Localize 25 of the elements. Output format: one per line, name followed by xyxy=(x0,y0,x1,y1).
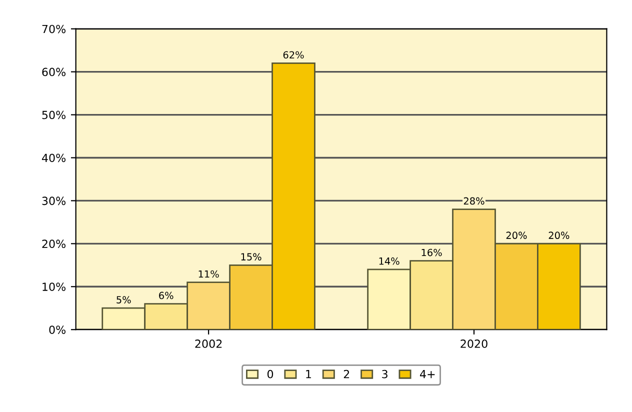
x-tick-label: 2020 xyxy=(460,340,488,348)
x-tick-label: 2002 xyxy=(195,340,222,348)
y-tick-label: 0% xyxy=(49,326,66,334)
data-label: 11% xyxy=(198,270,219,278)
legend-label: 4+ xyxy=(420,370,435,378)
y-tick-label: 40% xyxy=(42,154,66,162)
legend-label: 3 xyxy=(382,370,388,378)
y-tick-label: 10% xyxy=(42,282,66,292)
data-label: 6% xyxy=(159,292,174,300)
y-tick-label: 60% xyxy=(42,68,66,76)
data-label: 16% xyxy=(422,248,442,256)
y-tick-label: 20% xyxy=(42,240,66,248)
data-label: 5% xyxy=(116,296,131,304)
data-label: 15% xyxy=(241,253,262,260)
legend-label: 0 xyxy=(267,370,274,378)
y-tick-label: 30% xyxy=(42,196,66,206)
legend-label: 1 xyxy=(306,370,311,378)
data-label: 20% xyxy=(506,232,527,240)
y-tick-label: 70% xyxy=(42,24,66,34)
data-label: 28% xyxy=(464,197,484,205)
data-label: 14% xyxy=(379,257,400,265)
data-label: 20% xyxy=(548,232,570,240)
legend-label: 2 xyxy=(344,370,350,378)
y-tick-label: 50% xyxy=(42,110,66,120)
data-label: 62% xyxy=(283,51,304,59)
